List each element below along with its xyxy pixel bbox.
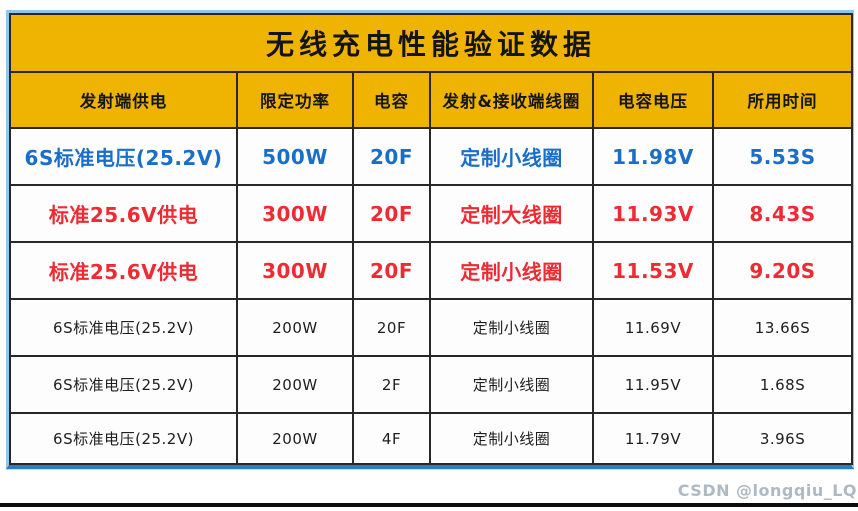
table-cell: 2F [352,355,431,414]
table-cell: 6S标准电压(25.2V) [9,412,238,465]
table-cell: 11.53V [592,241,714,300]
wireless-charging-data-table: 无线充电性能验证数据 发射端供电 限定功率 电容 发射&接收端线圈 电容电压 所… [8,13,854,465]
table-cell: 200W [236,298,354,357]
data-table-frame: 无线充电性能验证数据 发射端供电 限定功率 电容 发射&接收端线圈 电容电压 所… [6,10,854,469]
table-cell: 20F [352,184,431,243]
column-header-power-supply: 发射端供电 [9,71,238,129]
table-cell: 20F [352,241,431,300]
table-cell: 定制小线圈 [429,241,594,300]
table-cell: 4F [352,412,431,465]
table-cell: 8.43S [711,184,854,243]
page-title: 无线充电性能验证数据 [8,13,854,73]
table-title-row: 无线充电性能验证数据 [8,13,854,73]
table-row: 6S标准电压(25.2V) 200W 20F 定制小线圈 11.69V 13.6… [9,298,854,357]
table-cell: 定制小线圈 [429,127,594,186]
table-row: 6S标准电压(25.2V) 200W 4F 定制小线圈 11.79V 3.96S [9,412,854,465]
table-cell: 200W [236,412,354,465]
table-cell: 11.69V [592,298,714,357]
column-header-capacitance: 电容 [352,71,431,129]
column-header-cap-voltage: 电容电压 [592,71,714,129]
bottom-divider-line [0,503,858,507]
table-cell: 13.66S [711,298,854,357]
table-cell: 6S标准电压(25.2V) [9,127,238,186]
table-cell: 300W [236,241,354,300]
table-cell: 20F [352,127,431,186]
column-header-coil: 发射&接收端线圈 [429,71,594,129]
table-cell: 200W [236,355,354,414]
table-cell: 11.93V [592,184,714,243]
table-row: 6S标准电压(25.2V) 200W 2F 定制小线圈 11.95V 1.68S [9,355,854,414]
table-cell: 9.20S [711,241,854,300]
table-cell: 6S标准电压(25.2V) [9,298,238,357]
table-cell: 11.79V [592,412,714,465]
table-cell: 5.53S [711,127,854,186]
table-cell: 11.95V [592,355,714,414]
table-cell: 500W [236,127,354,186]
table-row: 标准25.6V供电 300W 20F 定制大线圈 11.93V 8.43S [9,184,854,243]
watermark-text: CSDN @longqiu_LQ [677,481,857,500]
table-header-row: 发射端供电 限定功率 电容 发射&接收端线圈 电容电压 所用时间 [9,71,854,129]
table-cell: 标准25.6V供电 [9,184,238,243]
table-cell: 定制小线圈 [429,412,594,465]
table-cell: 6S标准电压(25.2V) [9,355,238,414]
table-cell: 定制大线圈 [429,184,594,243]
table-cell: 定制小线圈 [429,355,594,414]
table-cell: 300W [236,184,354,243]
table-cell: 1.68S [711,355,854,414]
table-cell: 定制小线圈 [429,298,594,357]
table-cell: 11.98V [592,127,714,186]
table-cell: 标准25.6V供电 [9,241,238,300]
table-cell: 20F [352,298,431,357]
table-row: 标准25.6V供电 300W 20F 定制小线圈 11.53V 9.20S [9,241,854,300]
table-row: 6S标准电压(25.2V) 500W 20F 定制小线圈 11.98V 5.53… [9,127,854,186]
column-header-time-used: 所用时间 [711,71,854,129]
column-header-limited-power: 限定功率 [236,71,354,129]
table-cell: 3.96S [711,412,854,465]
